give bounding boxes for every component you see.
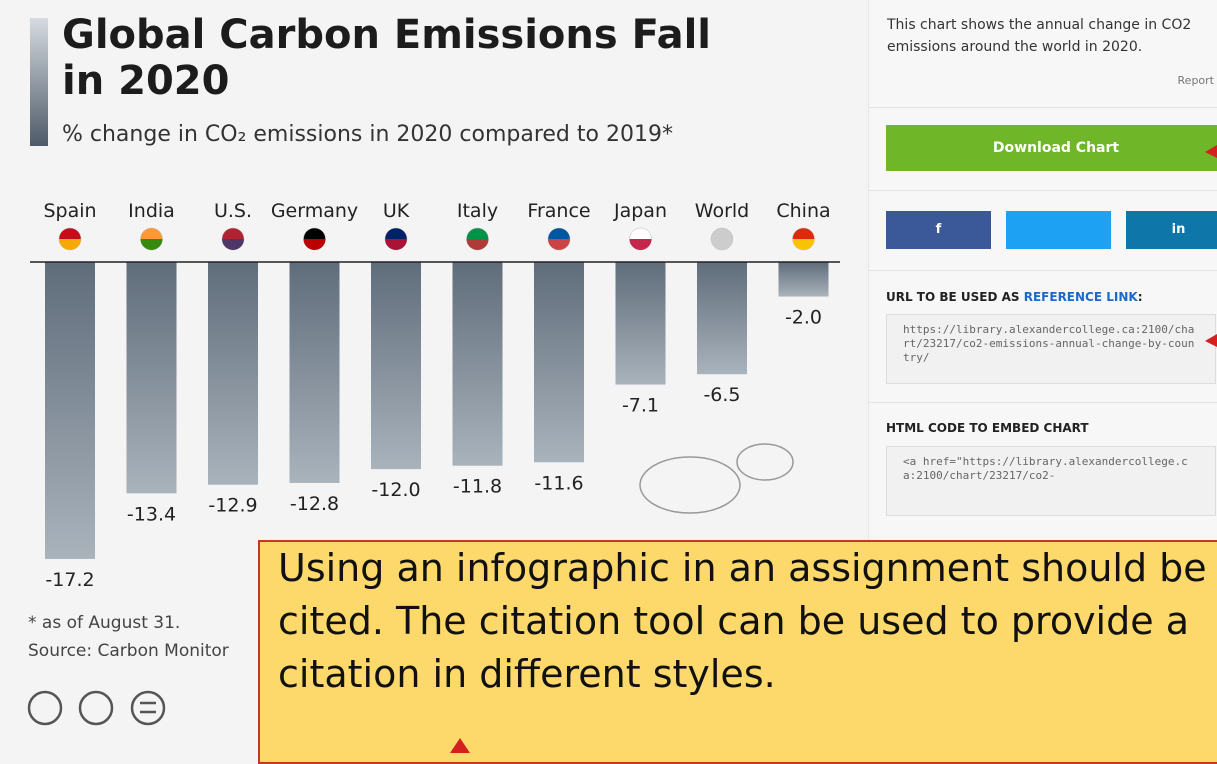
description: This chart shows the annual change in CO… [887, 17, 1192, 55]
twitter-button[interactable] [1006, 211, 1111, 249]
category-label: Japan [613, 200, 667, 222]
separator [869, 107, 1217, 108]
flag [629, 239, 652, 251]
bar [371, 262, 421, 470]
callout-line: Using an infographic in an assignment sh… [278, 546, 1207, 590]
chart: Spain -17.2 India -13.4 U.S. -12.9 Germany -12.… [27, 18, 840, 726]
bar [208, 262, 258, 485]
category-label: World [695, 200, 749, 222]
url-box[interactable]: https://library.alexandercollege.ca:2100… [886, 314, 1216, 384]
embed-heading: HTML CODE TO EMBED CHART [886, 421, 1089, 435]
value-label: -11.8 [453, 476, 502, 498]
flag [140, 239, 163, 251]
report-link[interactable]: Report [1177, 74, 1214, 87]
value-label: -12.0 [371, 479, 420, 501]
heading-text: URL TO BE USED AS [886, 290, 1024, 304]
chart-title: Global Carbon Emissions Fall in 2020 [62, 12, 712, 104]
flag [466, 239, 489, 251]
value-label: -11.6 [534, 472, 583, 494]
value-label: -6.5 [703, 384, 740, 406]
note: Source: Carbon Monitor [28, 641, 229, 661]
bar [126, 262, 177, 494]
title-accent [30, 18, 48, 146]
flag [303, 239, 326, 251]
flag [222, 239, 244, 250]
cloud [639, 443, 794, 514]
separator [869, 190, 1217, 191]
category-label: UK [383, 200, 410, 222]
value-label: -12.9 [208, 495, 257, 517]
flag [59, 239, 81, 250]
value-label: -12.8 [290, 493, 339, 515]
category-label: Spain [43, 200, 96, 222]
download-button[interactable]: Download Chart [886, 125, 1217, 171]
bar [289, 262, 340, 483]
flag [385, 239, 407, 250]
category-label: China [776, 200, 830, 222]
category-label: India [128, 200, 175, 222]
note: * as of August 31. [28, 613, 180, 633]
separator [869, 402, 1217, 403]
value-label: -13.4 [127, 503, 176, 525]
flag [548, 239, 570, 250]
value-label: -17.2 [45, 569, 94, 591]
bar [778, 262, 829, 297]
flag [792, 239, 815, 251]
bar [615, 262, 666, 385]
bar [452, 262, 503, 466]
embed-box[interactable]: <a href="https://library.alexandercolleg… [886, 446, 1216, 516]
license-icons [27, 690, 166, 726]
separator [869, 270, 1217, 271]
heading-link: REFERENCE LINK [1023, 290, 1138, 304]
category-label: France [527, 200, 590, 222]
bar [534, 262, 584, 463]
callout: Using an infographic in an assignment sh… [258, 540, 1217, 764]
category-label: Italy [457, 200, 498, 222]
bar [45, 262, 95, 559]
category-label: U.S. [214, 200, 252, 222]
facebook-button[interactable]: f [886, 211, 991, 249]
value-label: -7.1 [622, 395, 659, 417]
flag [711, 239, 733, 250]
category-label: Germany [271, 200, 358, 222]
linkedin-button[interactable]: in [1126, 211, 1217, 249]
callout-line: citation in different styles. [278, 652, 776, 696]
value-label: -2.0 [785, 307, 822, 329]
chart-subtitle: % change in CO₂ emissions in 2020 compar… [62, 122, 673, 147]
callout-line: cited. The citation tool can be used to … [278, 599, 1189, 643]
url-heading: URL TO BE USED AS REFERENCE LINK: [886, 290, 1143, 304]
heading-text: : [1137, 290, 1143, 304]
bar [697, 262, 747, 375]
